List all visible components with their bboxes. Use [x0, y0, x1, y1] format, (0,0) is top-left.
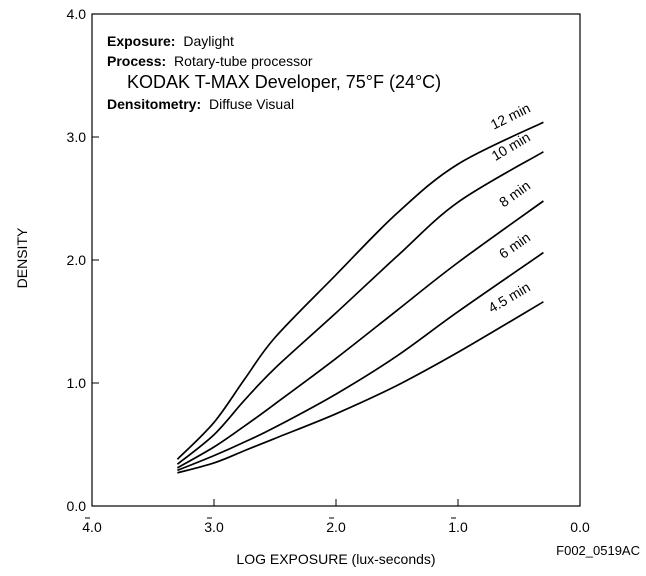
exposure-line: Exposure: Daylight — [107, 33, 234, 49]
info-block: Exposure: Daylight Process: Rotary-tube … — [107, 33, 441, 112]
x-tick-label: 3.0 — [204, 519, 224, 535]
x-tick-label: 1.0 — [448, 519, 468, 535]
process-value: Rotary-tube processor — [174, 53, 313, 69]
axis-ticks — [85, 13, 581, 519]
curves-group — [176, 121, 544, 474]
plot-frame — [91, 13, 581, 507]
densitometry-value: Diffuse Visual — [209, 96, 294, 112]
curve-8-min — [176, 200, 544, 469]
x-tick-label: 2.0 — [326, 519, 346, 535]
process-label: Process: — [107, 53, 166, 69]
developer-line: KODAK T-MAX Developer, 75°F (24°C) — [127, 72, 441, 92]
curve-4-5-min — [177, 301, 544, 474]
figure-id: F002_0519AC — [556, 543, 640, 558]
x-tick-label: 0.0 — [570, 519, 590, 535]
y-tick-label: 3.0 — [67, 129, 87, 145]
curve-6-min — [177, 251, 544, 472]
curve-10-min — [176, 151, 544, 465]
y-tick-label: 4.0 — [67, 6, 87, 22]
densitometry-label: Densitometry: — [107, 96, 201, 112]
exposure-label: Exposure: — [107, 33, 175, 49]
process-line: Process: Rotary-tube processor — [107, 53, 313, 69]
curve-12-min — [176, 121, 544, 460]
y-tick-label: 2.0 — [67, 252, 87, 268]
x-tick-label: 4.0 — [82, 519, 102, 535]
axis-tick-labels: 0.0 1.0 2.0 3.0 4.0 4.0 3.0 2.0 1.0 0.0 — [67, 6, 590, 535]
x-axis-title: LOG EXPOSURE (lux-seconds) — [236, 551, 435, 567]
exposure-value: Daylight — [183, 33, 234, 49]
y-tick-label: 1.0 — [67, 375, 87, 391]
densitometry-line: Densitometry: Diffuse Visual — [107, 96, 294, 112]
y-axis-title: DENSITY — [14, 227, 30, 288]
y-tick-label: 0.0 — [67, 498, 87, 514]
